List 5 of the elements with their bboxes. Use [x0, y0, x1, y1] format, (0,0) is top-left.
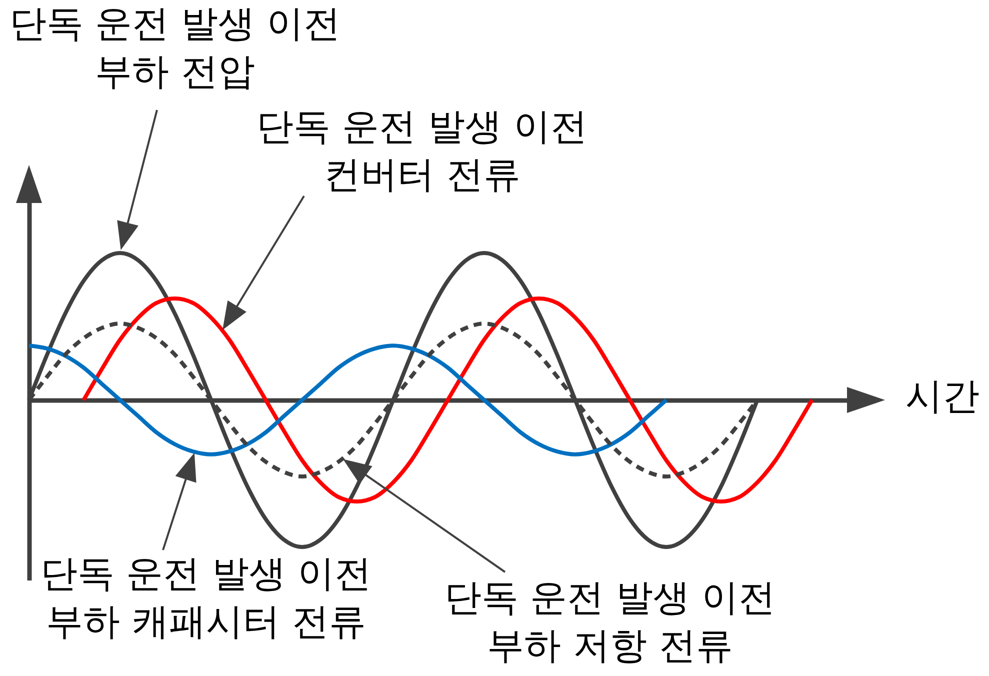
text: 단독 운전 발생 이전 컨버터 전류	[256, 105, 588, 196]
x-axis-title: 시간	[906, 374, 980, 418]
text: 단독 운전 발생 이전 부하 저항 전류	[444, 576, 776, 667]
text: 단독 운전 발생 이전 부하 캐패시터 전류	[40, 552, 372, 643]
text: 단독 운전 발생 이전 부하 전압	[9, 2, 341, 93]
